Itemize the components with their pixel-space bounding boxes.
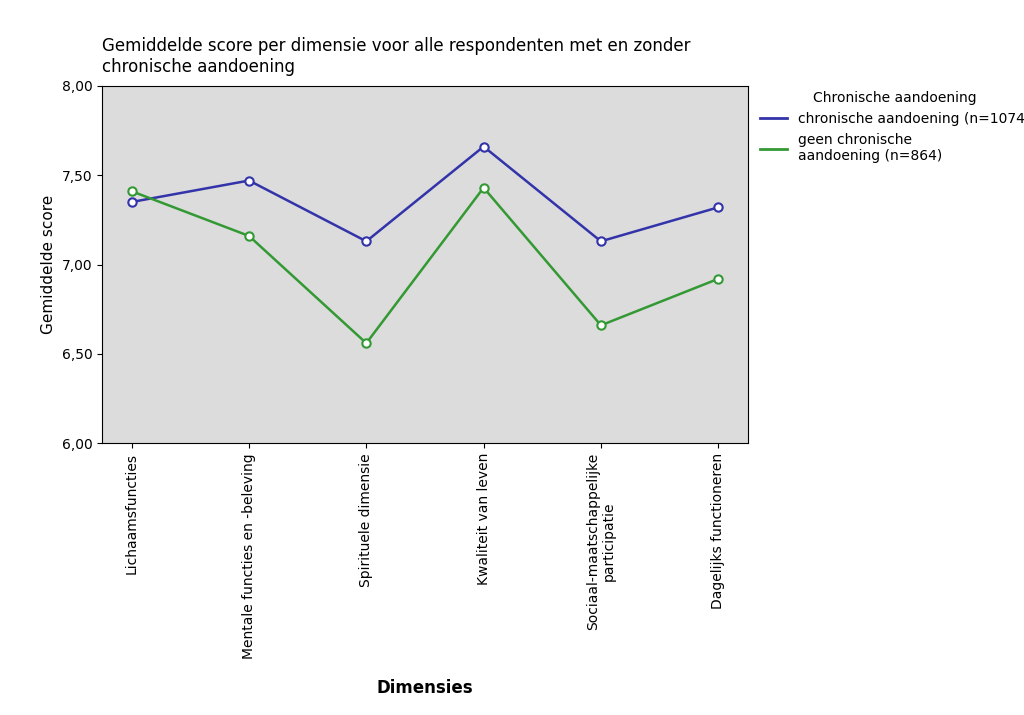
geen chronische
aandoening (n=864) (243, 232, 255, 240)
geen chronische
aandoening (n=864) (712, 275, 724, 283)
chronische aandoening (n=1074) (477, 142, 489, 151)
chronische aandoening (n=1074) (360, 237, 373, 246)
X-axis label: Dimensies: Dimensies (377, 679, 473, 697)
Text: Gemiddelde score per dimensie voor alle respondenten met en zonder
chronische aa: Gemiddelde score per dimensie voor alle … (102, 37, 691, 76)
chronische aandoening (n=1074) (243, 176, 255, 184)
chronische aandoening (n=1074) (595, 237, 607, 246)
Legend: chronische aandoening (n=1074), geen chronische
aandoening (n=864): chronische aandoening (n=1074), geen chr… (754, 86, 1024, 169)
chronische aandoening (n=1074) (712, 203, 724, 212)
Y-axis label: Gemiddelde score: Gemiddelde score (41, 195, 56, 334)
Line: geen chronische
aandoening (n=864): geen chronische aandoening (n=864) (128, 184, 722, 347)
chronische aandoening (n=1074) (126, 197, 138, 206)
geen chronische
aandoening (n=864) (477, 183, 489, 192)
geen chronische
aandoening (n=864) (595, 321, 607, 330)
geen chronische
aandoening (n=864) (126, 187, 138, 196)
geen chronische
aandoening (n=864) (360, 339, 373, 347)
Line: chronische aandoening (n=1074): chronische aandoening (n=1074) (128, 142, 722, 245)
